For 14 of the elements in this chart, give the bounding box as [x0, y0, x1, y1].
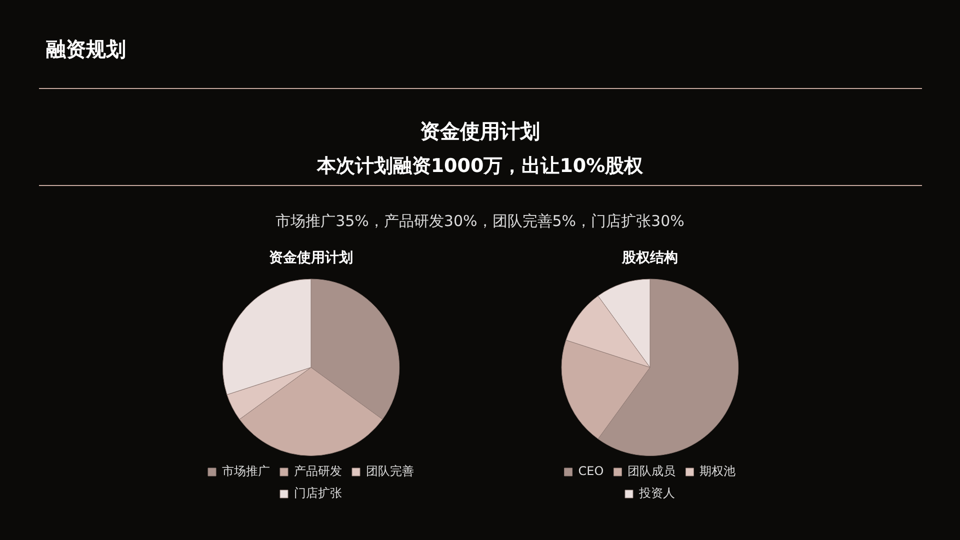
legend-label: CEO — [578, 464, 604, 478]
text: 资金使用计划 — [419, 118, 541, 145]
legend-label: 市场推广 — [222, 464, 270, 478]
legend-label: 投资人 — [638, 486, 675, 500]
legend-label: 产品研发 — [294, 464, 342, 478]
chart-title: 资金使用计划 — [269, 250, 353, 266]
legend-label: 期权池 — [700, 464, 736, 478]
legend-label: 团队完善 — [366, 464, 414, 478]
text: 融资规划 — [46, 36, 126, 63]
text: 本次计划融资1000万，出让10%股权 — [316, 154, 644, 179]
legend-label: 团队成员 — [628, 464, 676, 478]
chart-title: 股权结构 — [621, 250, 678, 266]
legend-label: 门店扩张 — [294, 486, 342, 500]
text: 市场推广35%，产品研发30%，团队完善5%，门店扩张30% — [274, 212, 686, 231]
